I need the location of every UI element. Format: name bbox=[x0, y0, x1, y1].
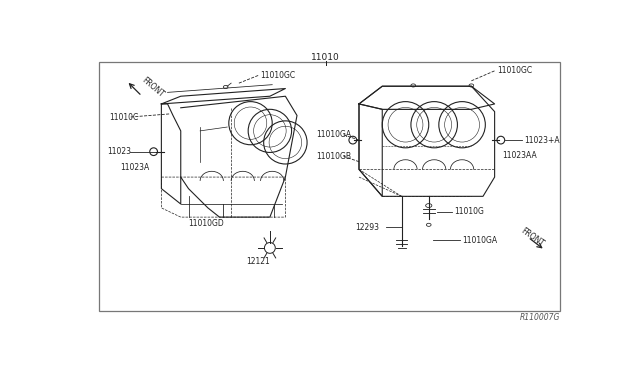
Text: 11023+A: 11023+A bbox=[524, 136, 560, 145]
Text: 11010GC: 11010GC bbox=[497, 66, 532, 75]
Text: 11010C: 11010C bbox=[109, 112, 139, 122]
Text: 12293: 12293 bbox=[355, 222, 379, 232]
Text: 11010G: 11010G bbox=[454, 207, 484, 216]
Text: 11010GB: 11010GB bbox=[316, 152, 351, 161]
Text: 11010GD: 11010GD bbox=[189, 219, 224, 228]
Text: 11010GA: 11010GA bbox=[316, 130, 351, 139]
Text: 11023: 11023 bbox=[107, 147, 131, 156]
Text: 11010GC: 11010GC bbox=[260, 71, 296, 80]
Text: FRONT: FRONT bbox=[518, 226, 545, 248]
Text: 11023AA: 11023AA bbox=[502, 151, 537, 160]
Text: 11010: 11010 bbox=[311, 53, 340, 62]
Text: FRONT: FRONT bbox=[140, 76, 166, 100]
Text: R110007G: R110007G bbox=[520, 313, 561, 322]
Text: 11023A: 11023A bbox=[120, 163, 150, 171]
Bar bbox=[99, 62, 560, 311]
Text: 12121: 12121 bbox=[246, 257, 270, 266]
Text: 11010GA: 11010GA bbox=[462, 236, 497, 245]
